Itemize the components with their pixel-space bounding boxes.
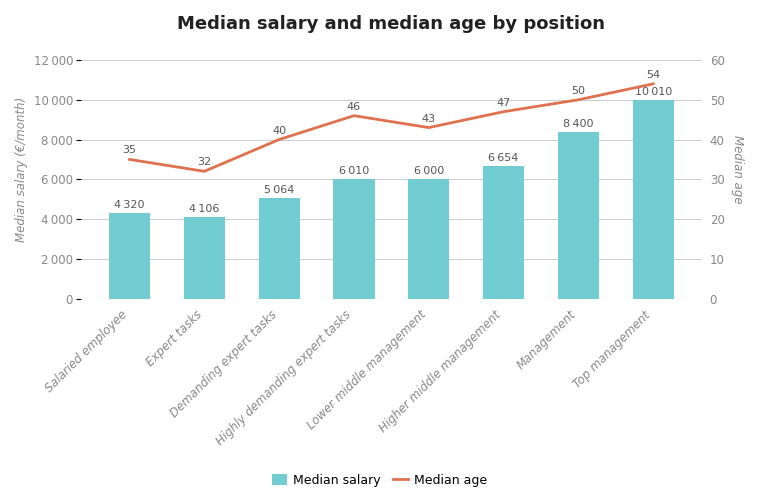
Text: 47: 47: [496, 98, 511, 108]
Median age: [275, 136, 284, 142]
Text: 6 010: 6 010: [339, 166, 369, 176]
Bar: [408, 179, 449, 299]
Text: 50: 50: [572, 86, 585, 96]
Median age: [424, 124, 433, 130]
Text: 43: 43: [422, 114, 436, 124]
Bar: [184, 217, 225, 299]
Median age: [200, 168, 209, 174]
Text: 4 106: 4 106: [189, 204, 219, 214]
Text: 8 400: 8 400: [563, 119, 594, 128]
Text: 32: 32: [197, 157, 212, 167]
Median age: [574, 97, 583, 103]
Text: 6 654: 6 654: [488, 153, 519, 163]
Legend: Median salary, Median age: Median salary, Median age: [266, 469, 493, 492]
Text: 54: 54: [646, 70, 660, 80]
Text: 4 320: 4 320: [115, 200, 145, 210]
Line: Median age: Median age: [130, 84, 653, 171]
Median age: [649, 81, 658, 87]
Text: 5 064: 5 064: [264, 185, 294, 195]
Text: 35: 35: [122, 145, 137, 155]
Median age: [499, 109, 508, 115]
Y-axis label: Median salary (€/month): Median salary (€/month): [15, 97, 28, 242]
Bar: [558, 131, 599, 299]
Title: Median salary and median age by position: Median salary and median age by position: [178, 15, 606, 33]
Bar: [109, 213, 150, 299]
Median age: [125, 156, 134, 162]
Y-axis label: Median age: Median age: [731, 135, 744, 204]
Text: 10 010: 10 010: [635, 87, 672, 97]
Bar: [259, 198, 300, 299]
Text: 6 000: 6 000: [414, 166, 444, 176]
Bar: [633, 100, 674, 299]
Bar: [483, 166, 524, 299]
Median age: [349, 113, 358, 119]
Text: 40: 40: [272, 125, 286, 135]
Bar: [333, 179, 374, 299]
Text: 46: 46: [347, 102, 361, 112]
